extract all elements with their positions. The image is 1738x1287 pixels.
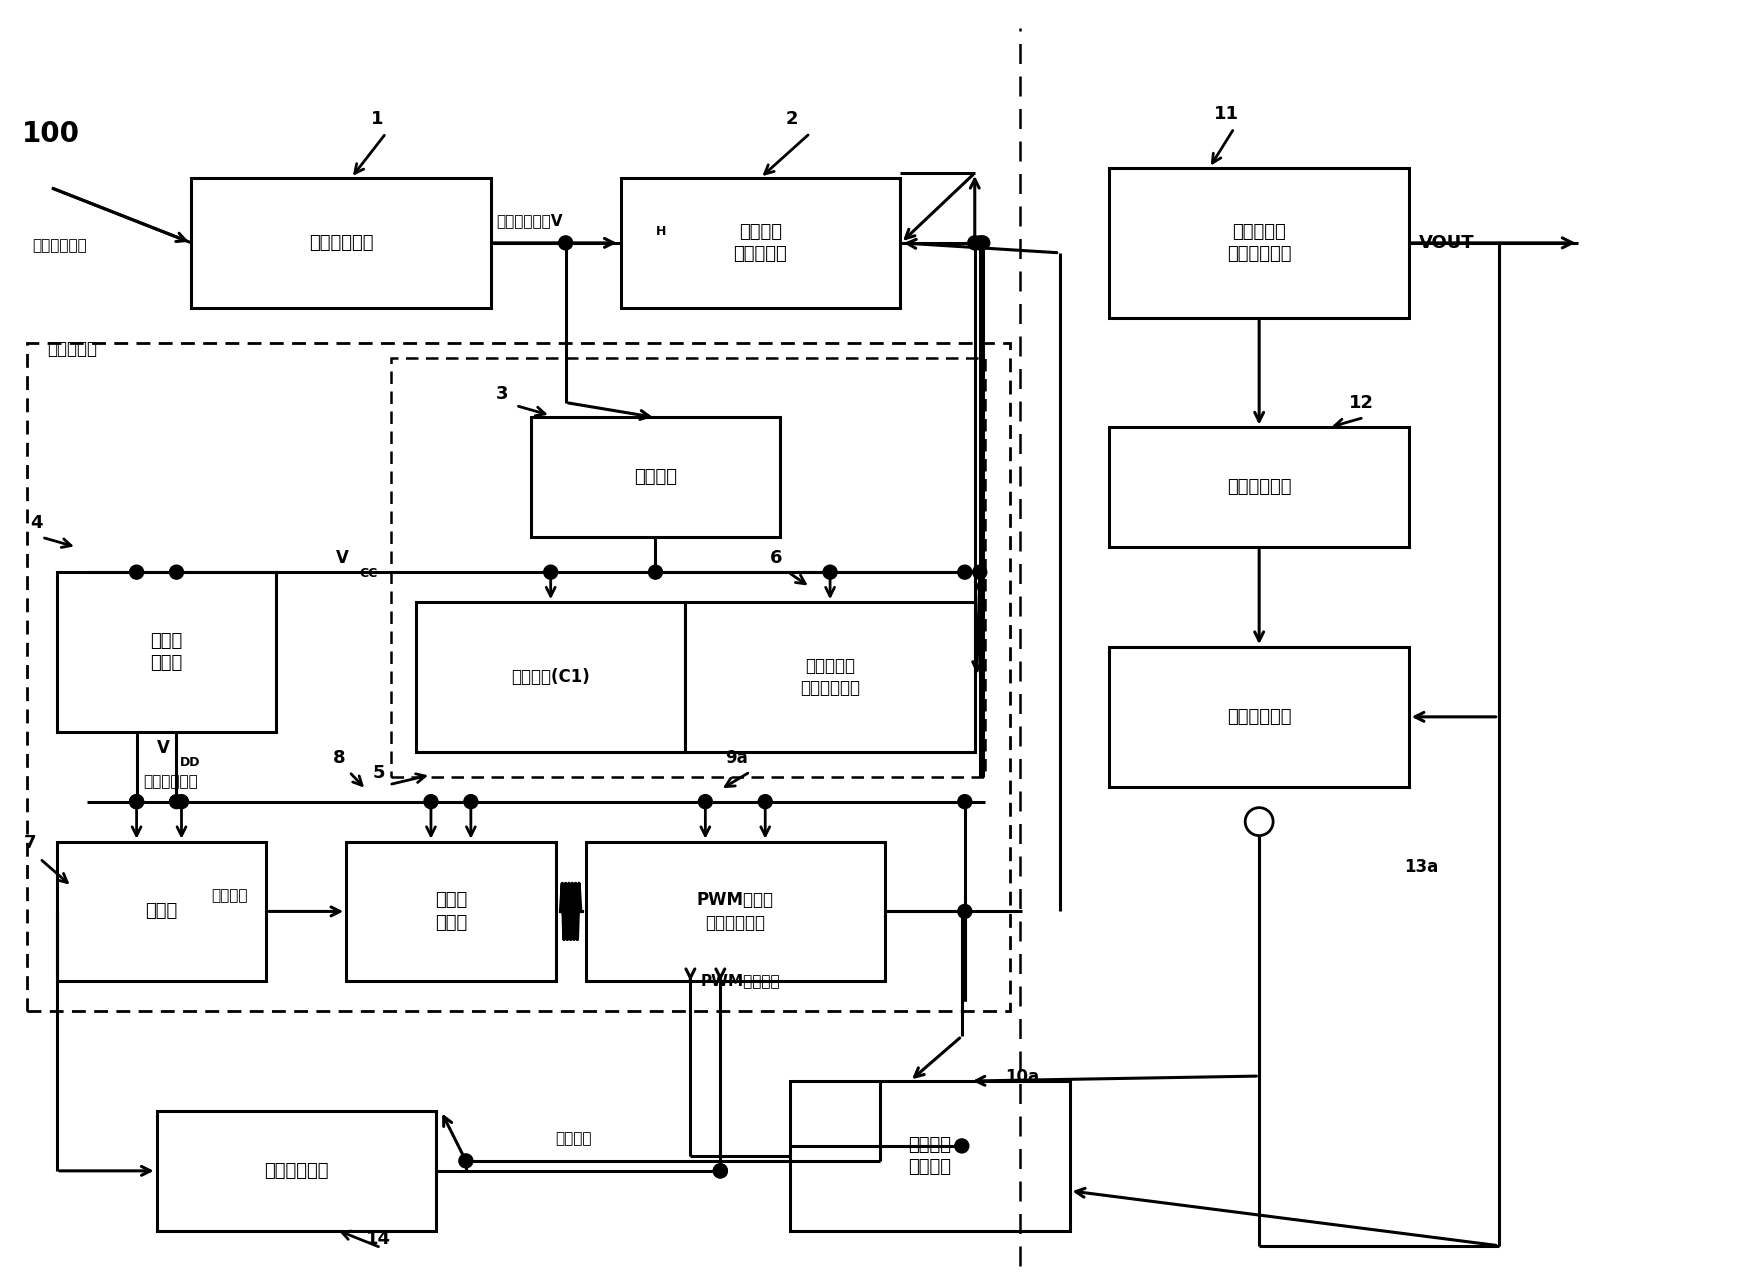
Text: 3: 3 [495,385,507,403]
Text: 初级线圈
和开关电路: 初级线圈 和开关电路 [733,223,787,263]
Text: 11: 11 [1215,106,1239,124]
Circle shape [713,1163,726,1178]
Bar [586,842,885,981]
Circle shape [459,1154,473,1167]
Circle shape [975,236,989,250]
Bar [57,573,276,732]
Text: 充电电路: 充电电路 [634,468,678,486]
Text: 次级线圈及
整流滤波电路: 次级线圈及 整流滤波电路 [1227,223,1291,263]
Circle shape [958,905,972,919]
Text: V: V [156,739,169,757]
Bar [57,842,266,981]
Circle shape [973,236,987,250]
Text: CC: CC [360,568,377,580]
Circle shape [558,236,572,250]
Circle shape [174,794,188,808]
Circle shape [544,565,558,579]
Text: VOUT: VOUT [1418,234,1474,252]
Bar [1109,427,1410,547]
Circle shape [713,1163,726,1178]
Circle shape [954,1139,968,1153]
Text: 交流市电输入: 交流市电输入 [31,238,87,252]
Bar [391,358,985,777]
Text: 低压保
护电路: 低压保 护电路 [151,632,182,672]
Text: 10a: 10a [1005,1068,1039,1086]
Text: 12: 12 [1349,395,1375,413]
Text: 4: 4 [30,515,42,533]
Text: 锯齿波
发生器: 锯齿波 发生器 [434,892,468,932]
Circle shape [170,794,184,808]
Bar [1109,169,1410,318]
Text: 7: 7 [24,834,36,852]
Text: 6: 6 [770,550,782,568]
Text: 误差信号: 误差信号 [556,1131,593,1145]
Bar [685,602,975,752]
Circle shape [464,794,478,808]
Circle shape [648,565,662,579]
Circle shape [968,236,982,250]
Circle shape [130,565,144,579]
Text: 8: 8 [334,749,346,767]
Text: 13a: 13a [1404,858,1437,876]
Circle shape [699,794,713,808]
Text: 电源电容(C1): 电源电容(C1) [511,668,591,686]
Bar [1109,647,1410,786]
Text: PWM控制信号: PWM控制信号 [700,973,780,988]
Circle shape [758,794,772,808]
Text: 强制启动电路: 强制启动电路 [264,1162,328,1180]
Text: DD: DD [179,755,200,768]
Circle shape [824,565,838,579]
Text: 光耦隔离
传输电路: 光耦隔离 传输电路 [909,1136,951,1176]
Text: 100: 100 [23,120,80,148]
Text: PWM信号控
制和驱动电路: PWM信号控 制和驱动电路 [697,892,773,932]
Bar [26,342,1010,1012]
Text: 9a: 9a [725,749,747,767]
Bar [791,1081,1069,1230]
Circle shape [973,565,987,579]
Text: 控制电路电源: 控制电路电源 [144,773,198,789]
Text: 14: 14 [367,1229,391,1247]
Circle shape [958,565,972,579]
Circle shape [170,565,184,579]
Text: 整流滤波电路: 整流滤波电路 [309,234,374,252]
Circle shape [424,794,438,808]
Text: 辅助线圈及
输出整流电路: 辅助线圈及 输出整流电路 [799,656,860,698]
Circle shape [130,794,144,808]
Bar [156,1111,436,1230]
Text: 误差取样电路: 误差取样电路 [1227,479,1291,497]
Bar [346,842,556,981]
Bar [530,417,780,537]
Text: 误差放大电路: 误差放大电路 [1227,708,1291,726]
Text: 电源控制器: 电源控制器 [47,340,97,358]
Text: H: H [655,225,666,238]
Text: 振荡器: 振荡器 [146,902,177,920]
Text: 直流高压电平V: 直流高压电平V [495,212,563,228]
Bar [415,602,685,752]
Text: V: V [335,550,349,568]
Text: 1: 1 [372,111,384,129]
Text: 5: 5 [374,763,386,781]
Circle shape [958,794,972,808]
Bar [620,178,900,308]
Text: 频率控制: 频率控制 [212,888,249,903]
Circle shape [130,794,144,808]
Text: 2: 2 [786,111,798,129]
Bar [191,178,490,308]
